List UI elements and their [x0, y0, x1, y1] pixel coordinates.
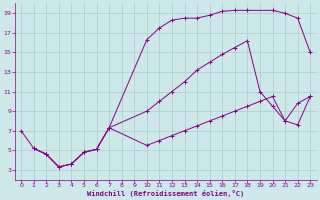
X-axis label: Windchill (Refroidissement éolien,°C): Windchill (Refroidissement éolien,°C) [87, 190, 244, 197]
